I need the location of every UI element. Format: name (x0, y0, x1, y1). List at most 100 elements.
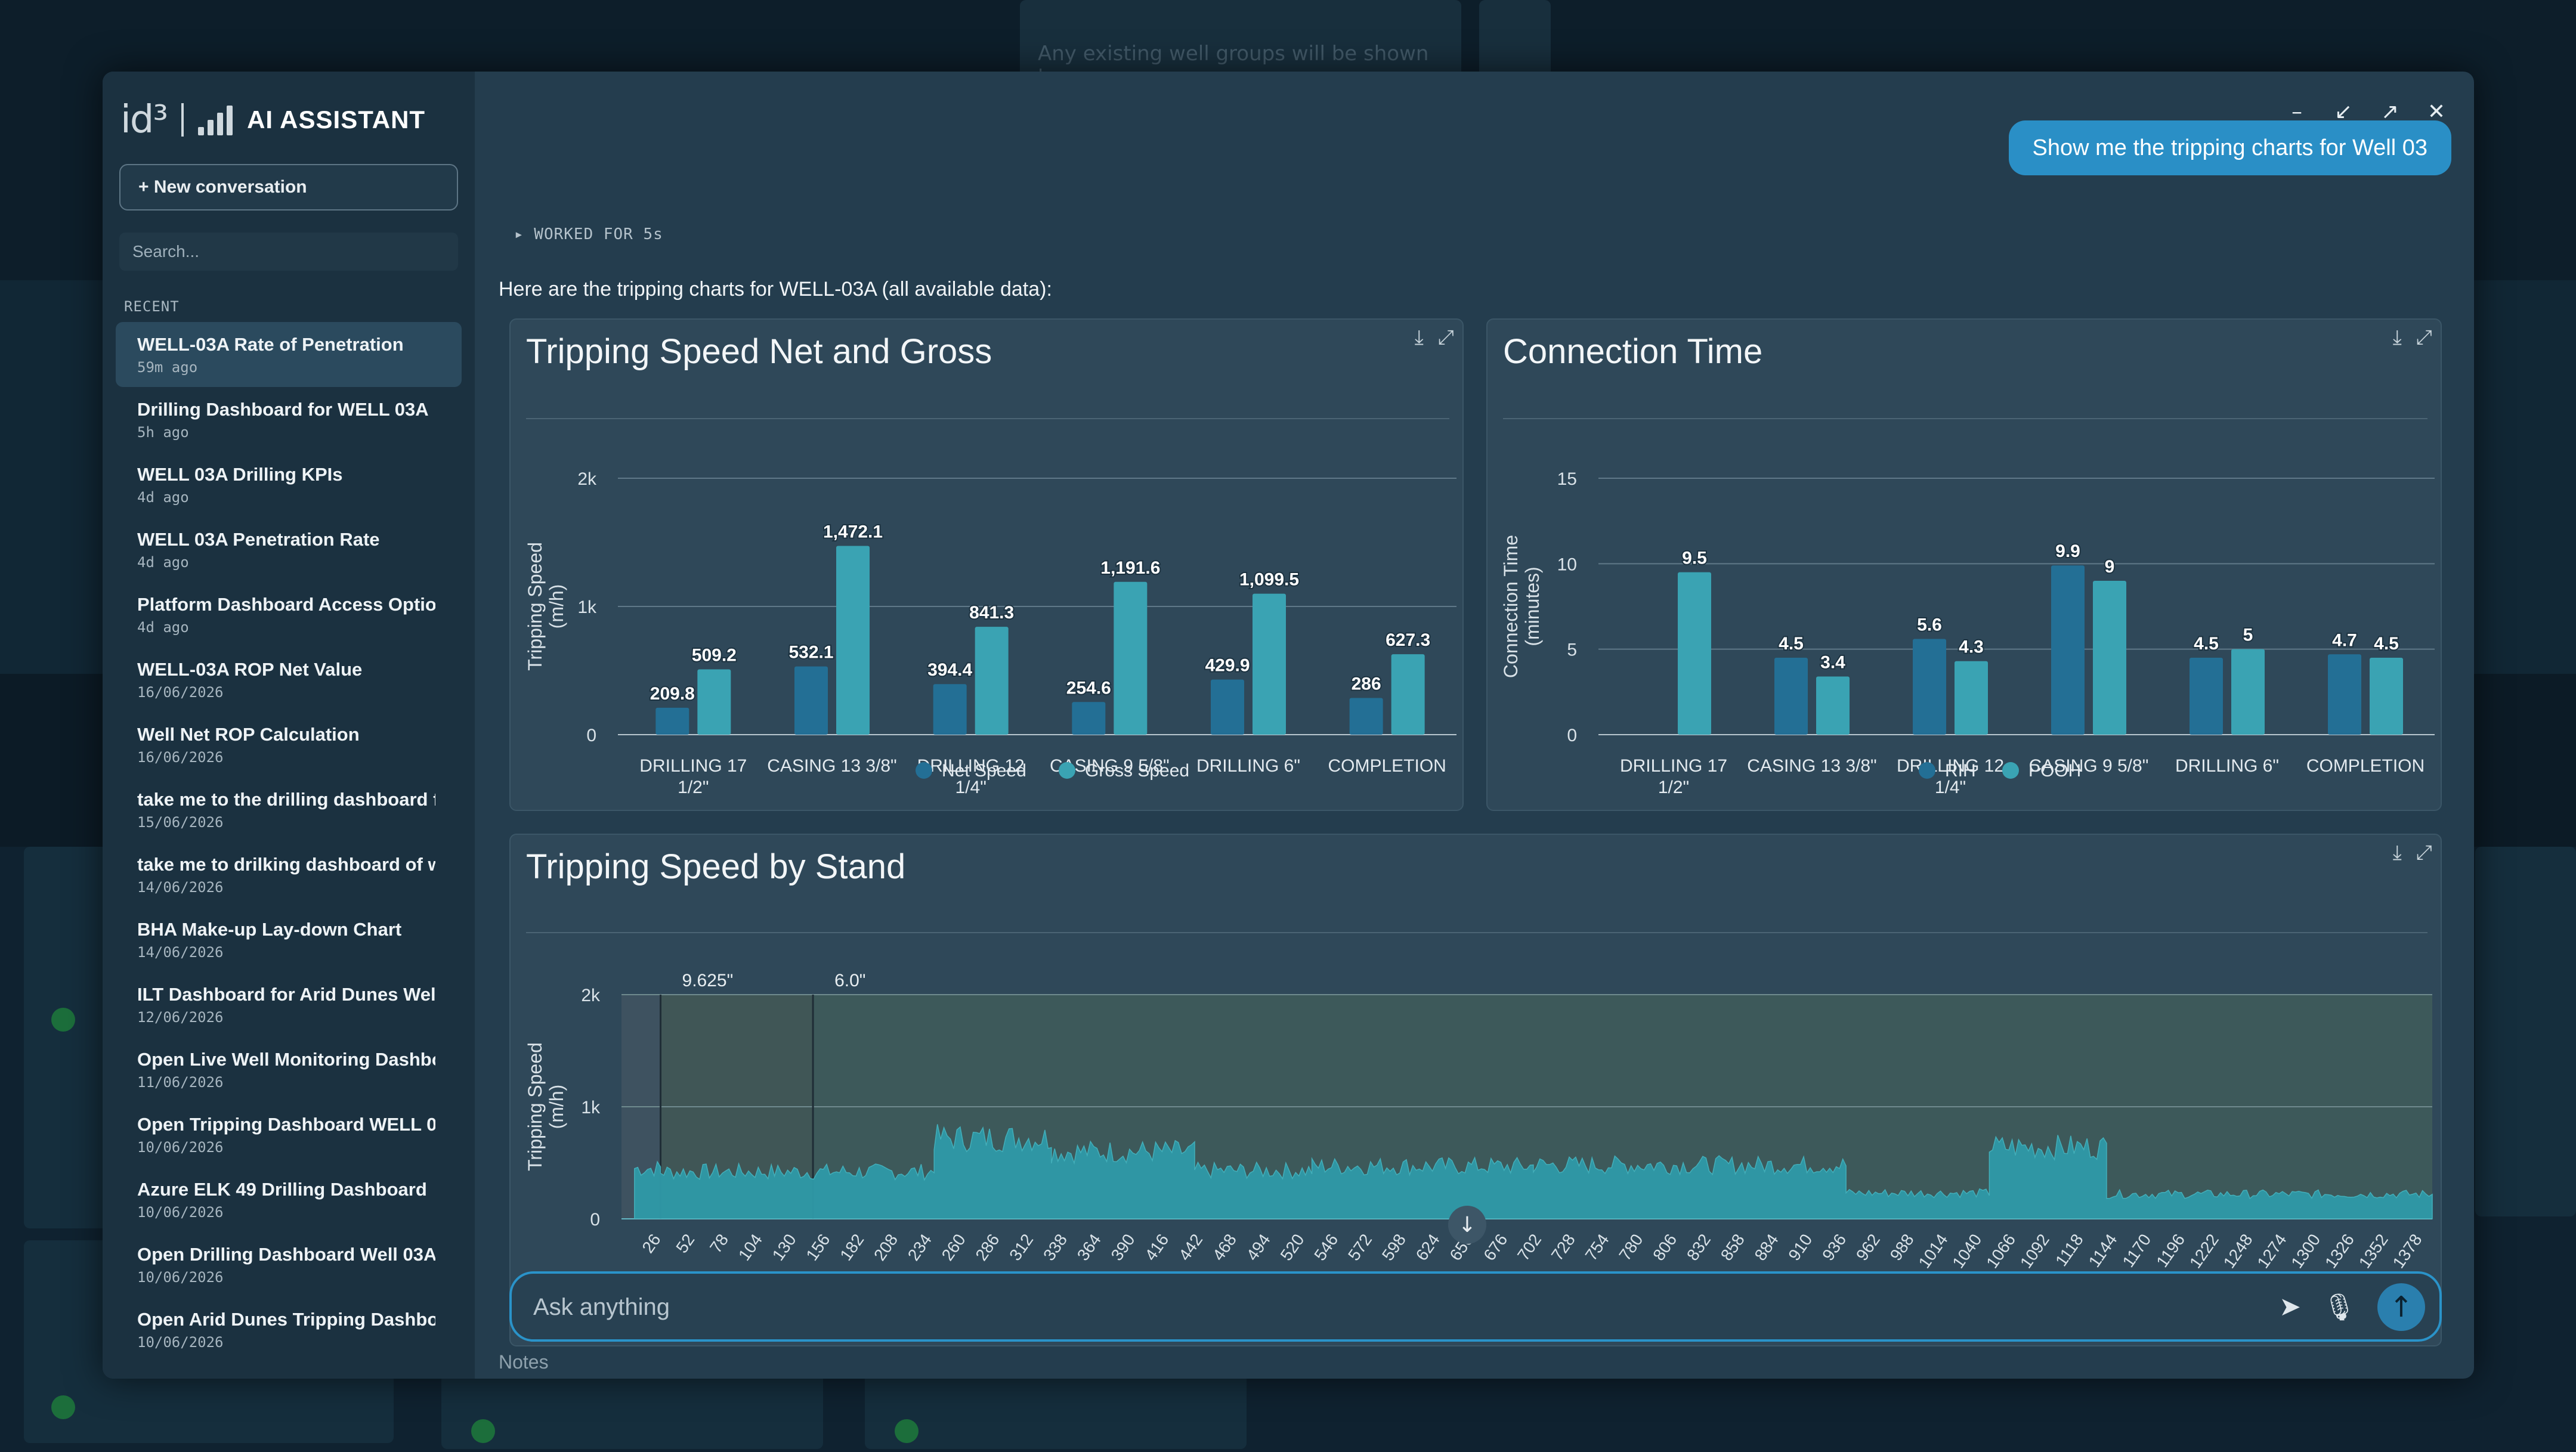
y-tick-label: 1k (581, 1098, 601, 1117)
conversation-item[interactable]: ILT Dashboard for Arid Dunes Wells 12/06/… (137, 984, 435, 1026)
microphone-icon[interactable]: 🎙 (2323, 1292, 2356, 1323)
x-tick-label: DRILLING 6" (2175, 756, 2279, 776)
download-icon[interactable]: ⤓ (2392, 841, 2402, 865)
download-icon[interactable]: ⤓ (1414, 326, 1424, 349)
x-tick-label: 494 (1243, 1231, 1274, 1264)
conversation-item[interactable]: BHA Make-up Lay-down Chart 14/06/2026 (137, 919, 402, 961)
x-tick-label: 156 (802, 1231, 833, 1264)
download-icon[interactable]: ⤓ (2392, 326, 2402, 349)
conversation-item[interactable]: Drilling Dashboard for WELL 03A 5h ago (137, 399, 429, 441)
x-tick-label: 1222 (2186, 1231, 2222, 1272)
collapse-icon[interactable]: ↙ (2334, 99, 2353, 124)
x-tick-label: 858 (1717, 1231, 1748, 1264)
section-marker-label: 6.0" (834, 971, 865, 990)
bar (1211, 679, 1244, 735)
conversation-item[interactable]: Open Live Well Monitoring Dashboard11/06… (137, 1049, 435, 1091)
conversation-item[interactable]: WELL-03A ROP Net Value 16/06/2026 (137, 659, 363, 701)
data-label: 532.1 (788, 643, 833, 662)
tripping-speed-area (621, 1124, 2433, 1219)
conversation-item[interactable]: Open Arid Dunes Tripping Dashboard 10/06/… (137, 1309, 435, 1351)
x-tick-label: 260 (938, 1231, 969, 1264)
x-tick-label: 338 (1040, 1231, 1071, 1264)
minimize-window-icon[interactable]: – (2292, 99, 2302, 124)
y-axis-label: Tripping Speed(m/h) (524, 542, 567, 671)
bar (697, 669, 731, 735)
conversation-item[interactable]: Open Drilling Dashboard Well 03A 10/06/20… (137, 1244, 435, 1286)
x-tick-label: 416 (1141, 1231, 1172, 1264)
x-tick-label: 312 (1006, 1231, 1037, 1264)
chart-title: Tripping Speed by Stand (526, 847, 906, 886)
connection-time-chart-card: Connection Time ⤓ ⤢ 0 5 10 15 Connection Tim… (1486, 318, 2442, 811)
y-tick-label: 1k (577, 597, 597, 617)
app-title: AI ASSISTANT (247, 106, 426, 134)
conversation-item[interactable]: Well Net ROP Calculation 16/06/2026 (137, 724, 360, 766)
bar (975, 627, 1009, 735)
x-tick-label: 1378 (2389, 1231, 2426, 1272)
conversation-item[interactable]: WELL-03A Rate of Penetration 59m ago (116, 322, 462, 387)
x-tick-label: 936 (1819, 1231, 1850, 1264)
x-tick-label: 390 (1108, 1231, 1139, 1264)
y-axis-label: Tripping Speed(m/h) (524, 1042, 567, 1171)
y-tick-label: 10 (1557, 555, 1577, 574)
data-label: 4.5 (1779, 634, 1804, 654)
y-tick-label: 0 (590, 1210, 600, 1230)
x-tick-label: 208 (870, 1231, 901, 1264)
conversation-item[interactable]: Azure ELK 49 Drilling Dashboard 10/06/202… (137, 1179, 427, 1221)
bar (2051, 565, 2085, 735)
x-tick-label: 1326 (2321, 1231, 2358, 1272)
conversation-item[interactable]: Open Tripping Dashboard WELL 03A 10/06/20… (137, 1114, 435, 1156)
legend-marker (1059, 762, 1075, 779)
x-tick-label: 442 (1175, 1231, 1206, 1264)
data-label: 4.5 (2374, 634, 2399, 654)
data-label: 1,472.1 (823, 522, 883, 541)
x-tick-label: 780 (1615, 1231, 1646, 1264)
x-tick-label: 1040 (1949, 1231, 1985, 1272)
external-link-icon[interactable]: ↗ (2380, 99, 2399, 124)
x-tick-label: 728 (1548, 1231, 1579, 1264)
data-label: 9.9 (2055, 541, 2080, 561)
x-tick-label: 1118 (2052, 1231, 2087, 1270)
bar (1114, 581, 1148, 735)
tripping-speed-by-stand-chart: 0 1k 2k 9.625" 6.0" Tripping Speed(m/h) 26 52 78… (524, 932, 2433, 1314)
x-tick-label: 754 (1582, 1231, 1613, 1264)
assistant-intro: Here are the tripping charts for WELL-03… (499, 278, 1052, 301)
expand-icon[interactable]: ⤢ (2416, 841, 2432, 865)
ask-input[interactable] (533, 1286, 2144, 1329)
conversation-search-input[interactable] (119, 233, 458, 271)
x-tick-label: 364 (1074, 1231, 1105, 1264)
x-tick-label: 104 (735, 1231, 766, 1264)
conversation-item[interactable]: take me to the drilling dashboard for 15/… (137, 789, 435, 831)
expand-icon[interactable]: ⤢ (1437, 326, 1454, 349)
worked-for-toggle[interactable]: ▸ WORKED FOR 5s (514, 225, 663, 243)
logo: id³ AI ASSISTANT (120, 98, 425, 142)
ai-assistant-modal: id³ AI ASSISTANT + New conversation RECE… (103, 72, 2474, 1379)
legend-marker (916, 762, 932, 779)
x-tick-label: 624 (1412, 1231, 1443, 1264)
conversation-item[interactable]: WELL 03A Penetration Rate 4d ago (137, 529, 380, 571)
x-tick-label: 598 (1378, 1231, 1409, 1264)
x-tick-label: 1352 (2355, 1231, 2392, 1272)
y-tick-label: 2k (581, 986, 601, 1005)
cursor-select-icon[interactable]: ➤ (2279, 1292, 2301, 1322)
conversation-item[interactable]: WELL 03A Drilling KPIs 4d ago (137, 464, 343, 506)
x-tick-label: 572 (1344, 1231, 1375, 1264)
legend-marker (1919, 762, 1935, 779)
chart-title: Tripping Speed Net and Gross (526, 332, 992, 371)
conversation-item[interactable]: Platform Dashboard Access Options 4d ago (137, 594, 435, 636)
scroll-down-button[interactable]: ↓ (1448, 1206, 1486, 1244)
data-label: 9 (2105, 557, 2115, 577)
legend-label: Net Speed (942, 761, 1026, 781)
tripping-speed-by-stand-card: Tripping Speed by Stand ⤓ ⤢ 0 1k 2k 9.625" 6… (509, 834, 2442, 1346)
expand-icon[interactable]: ⤢ (2416, 326, 2432, 349)
sidebar: id³ AI ASSISTANT + New conversation RECE… (103, 72, 475, 1379)
new-conversation-button[interactable]: + New conversation (119, 164, 458, 210)
conversation-list: WELL-03A Rate of Penetration 59m ago Dril… (116, 322, 462, 1362)
send-button[interactable]: ↑ (2377, 1283, 2425, 1331)
close-icon[interactable]: ✕ (2427, 99, 2446, 124)
x-tick-label: 1014 (1915, 1231, 1952, 1272)
y-tick-label: 2k (577, 469, 597, 489)
x-tick-label: 1274 (2253, 1231, 2290, 1272)
bar (1816, 676, 1850, 735)
conversation-item[interactable]: take me to drilking dashboard of well 14/… (137, 854, 435, 896)
x-tick-label: 1248 (2220, 1231, 2256, 1272)
